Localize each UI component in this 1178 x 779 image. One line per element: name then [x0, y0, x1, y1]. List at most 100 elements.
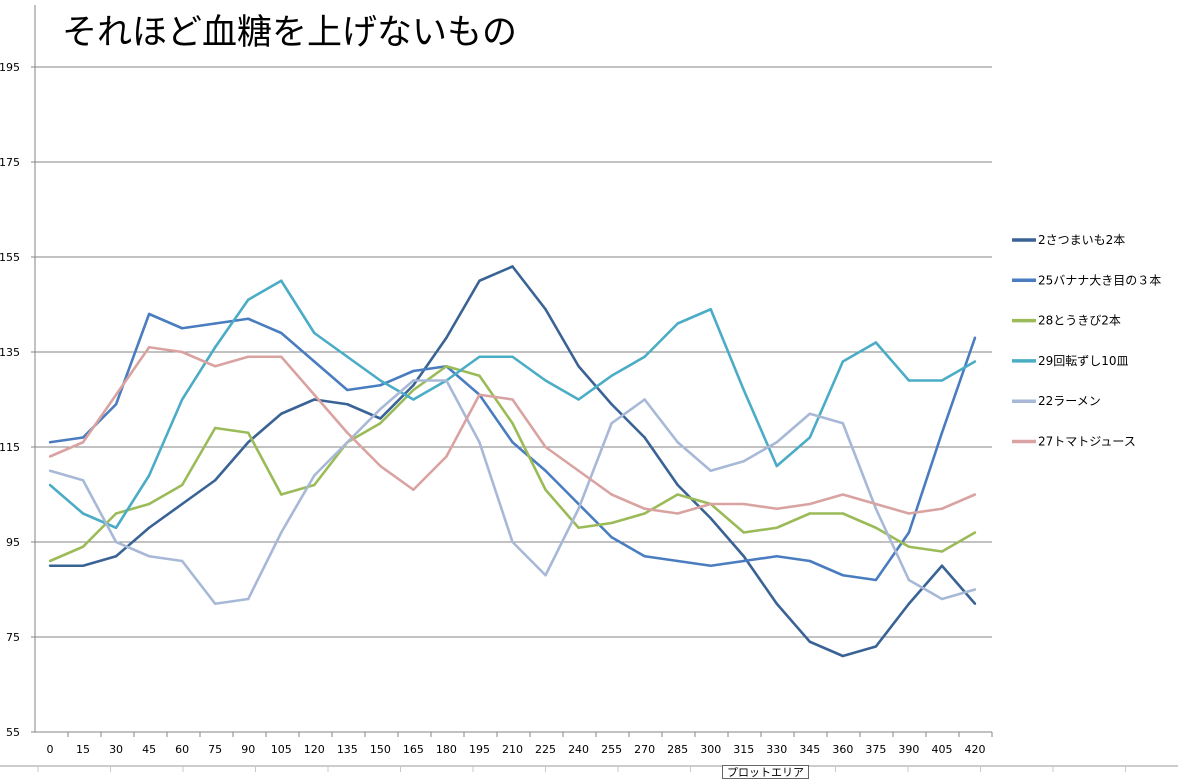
data-point — [180, 327, 184, 330]
data-point — [643, 436, 646, 439]
data-point — [280, 279, 283, 282]
data-point — [412, 369, 415, 373]
data-point — [379, 379, 382, 382]
data-point — [676, 483, 679, 487]
data-point — [742, 460, 745, 463]
x-tick-label: 180 — [436, 743, 457, 756]
y-tick-label: 95 — [6, 536, 20, 549]
data-point — [940, 431, 944, 434]
data-point — [973, 336, 977, 339]
data-point — [544, 488, 547, 491]
data-point — [610, 536, 613, 539]
data-point — [180, 502, 184, 506]
data-point — [544, 469, 547, 472]
x-tick-label: 75 — [208, 743, 222, 756]
data-point — [907, 578, 911, 582]
data-point — [841, 493, 845, 496]
x-tick-label: 210 — [502, 743, 523, 756]
data-point — [643, 507, 646, 510]
data-point — [841, 574, 845, 577]
data-point — [511, 265, 514, 268]
data-point — [775, 526, 778, 529]
data-point — [610, 403, 613, 406]
data-point — [610, 374, 613, 377]
data-point — [81, 512, 85, 515]
data-point — [346, 403, 349, 406]
y-tick-label: 115 — [0, 441, 20, 454]
data-point — [478, 355, 481, 358]
data-point — [808, 512, 812, 515]
legend-label-4: 22ラーメン — [1038, 394, 1101, 408]
x-tick-label: 225 — [535, 743, 556, 756]
data-point — [81, 479, 85, 482]
x-tick-label: 30 — [109, 743, 123, 756]
data-point — [577, 365, 580, 368]
data-point — [610, 422, 613, 425]
data-point — [247, 431, 250, 434]
data-point — [180, 483, 184, 487]
data-point — [775, 441, 778, 444]
x-tick-label: 60 — [175, 743, 189, 756]
x-tick-label: 105 — [271, 743, 292, 756]
data-point — [808, 502, 812, 506]
series-line-3 — [49, 279, 976, 530]
x-tick-label: 135 — [337, 743, 358, 756]
data-point — [478, 374, 481, 377]
data-point — [180, 350, 184, 354]
data-point — [81, 441, 85, 444]
data-point — [48, 564, 52, 567]
x-tick-label: 15 — [76, 743, 90, 756]
data-point — [379, 384, 382, 387]
data-point — [808, 436, 812, 439]
data-point — [643, 355, 646, 358]
x-tick-label: 375 — [865, 743, 886, 756]
data-point — [709, 564, 712, 567]
data-point — [742, 559, 745, 563]
data-point — [81, 564, 85, 567]
data-point — [147, 502, 151, 506]
data-point — [940, 550, 944, 553]
data-point — [940, 379, 944, 382]
data-point — [313, 483, 316, 487]
data-point — [874, 502, 878, 506]
data-point — [213, 479, 217, 482]
data-point — [478, 393, 481, 396]
x-tick-label: 45 — [142, 743, 156, 756]
data-point — [676, 512, 679, 515]
data-point — [808, 640, 812, 643]
data-point — [313, 398, 316, 401]
x-tick-label: 405 — [931, 743, 952, 756]
data-point — [643, 398, 646, 401]
data-point — [907, 379, 911, 382]
x-tick-label: 165 — [403, 743, 424, 756]
data-point — [445, 455, 448, 458]
data-point — [676, 441, 679, 444]
data-point — [742, 555, 745, 558]
data-point — [147, 346, 151, 349]
data-point — [709, 308, 712, 311]
data-point — [147, 474, 151, 477]
data-point — [346, 431, 349, 434]
data-point — [379, 422, 382, 425]
x-tick-label: 300 — [700, 743, 721, 756]
data-point — [114, 526, 118, 529]
x-tick-label: 195 — [469, 743, 490, 756]
data-point — [412, 388, 415, 392]
data-point — [709, 469, 712, 472]
data-point — [874, 526, 878, 529]
data-point — [808, 412, 812, 415]
data-point — [511, 398, 514, 401]
data-point — [114, 512, 118, 515]
data-point — [940, 507, 944, 510]
data-point — [610, 493, 613, 496]
data-point — [775, 507, 778, 510]
data-point — [213, 365, 217, 368]
data-point — [114, 403, 118, 406]
y-tick-label: 155 — [0, 251, 20, 264]
data-point — [213, 602, 217, 605]
data-point — [709, 502, 712, 506]
data-point — [676, 559, 679, 563]
data-point — [379, 407, 382, 411]
y-tick-label: 135 — [0, 346, 20, 359]
